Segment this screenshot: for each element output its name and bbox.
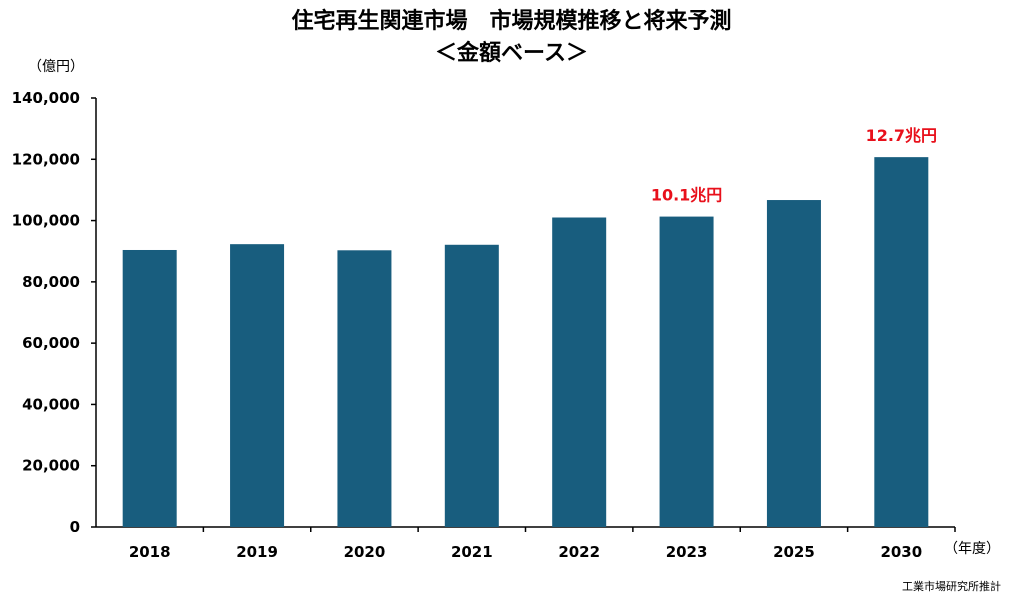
x-tick-label-2018: 2018 [129,543,171,561]
bar-2025 [766,200,821,527]
y-tick-label: 20,000 [22,457,80,475]
x-tick-label-2025: 2025 [773,543,815,561]
annotation-2030: 12.7兆円 [866,126,937,145]
y-tick-label: 140,000 [12,89,80,107]
x-tick-label-2030: 2030 [880,543,922,561]
x-tick-label-2023: 2023 [666,543,708,561]
chart-title: 住宅再生関連市場 市場規模推移と将来予測 [291,9,732,34]
x-tick-label-2021: 2021 [451,543,493,561]
bar-2020 [337,250,392,528]
y-tick-label: 60,000 [22,334,80,352]
bar-2023 [659,216,714,527]
bar-2022 [552,217,607,527]
y-axis-unit-label: （億円） [28,59,84,75]
y-tick-label: 0 [70,518,80,536]
x-tick-label-2022: 2022 [558,543,600,561]
bar-2018 [122,249,177,527]
y-tick-label: 100,000 [12,212,80,230]
annotation-2023: 10.1兆円 [651,186,722,205]
y-tick-label: 40,000 [22,395,80,413]
x-tick-label-2019: 2019 [236,543,278,561]
y-tick-label: 120,000 [12,150,80,168]
x-axis-unit-label: （年度） [944,541,1000,557]
y-tick-label: 80,000 [22,273,80,291]
source-note: 工業市場研究所推計 [902,580,1001,593]
x-tick-label-2020: 2020 [344,543,386,561]
chart-subtitle: ＜金額ベース＞ [435,41,588,66]
bar-2021 [444,244,499,527]
bar-2019 [230,244,285,527]
bar-2030 [874,157,929,527]
